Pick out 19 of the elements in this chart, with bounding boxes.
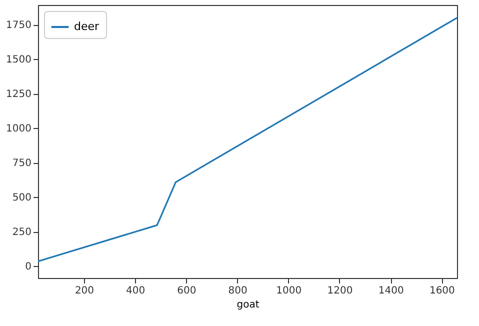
- x-tick-label: 1400: [378, 286, 404, 296]
- x-tick-label: 1200: [327, 286, 353, 296]
- y-tick-label: 500: [12, 192, 32, 204]
- y-tick-label: 1250: [6, 89, 32, 100]
- x-axis-title: goat: [236, 300, 260, 310]
- x-tick-label: 1600: [429, 286, 455, 296]
- x-tick-label: 400: [126, 286, 146, 296]
- y-tick-label: 1500: [6, 54, 32, 66]
- y-tick-label: 250: [12, 227, 32, 238]
- legend-label: deer: [74, 20, 100, 33]
- x-tick-label: 800: [228, 286, 248, 296]
- y-tick-label: 750: [12, 158, 32, 170]
- line-series: [38, 17, 457, 262]
- y-tick-label: 0: [25, 262, 32, 273]
- x-tick-label: 200: [74, 286, 94, 296]
- y-tick-label: 1750: [6, 20, 32, 32]
- y-tick-label: 1000: [6, 124, 32, 135]
- x-tick-label: 1000: [276, 286, 302, 296]
- x-tick-label: 600: [177, 286, 196, 296]
